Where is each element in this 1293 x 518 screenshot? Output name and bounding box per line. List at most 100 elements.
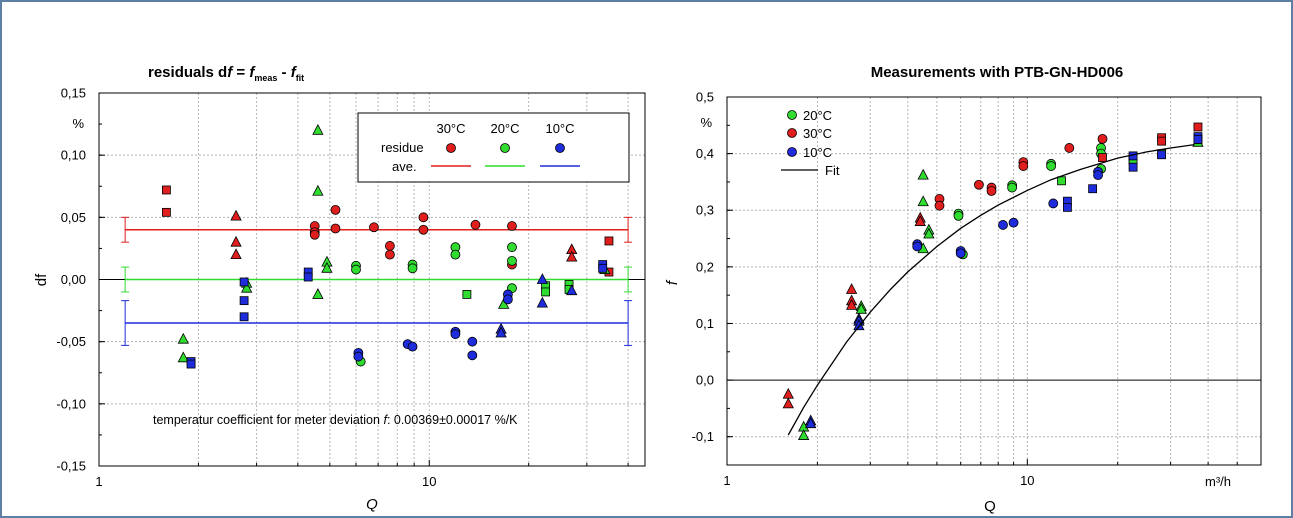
residuals-y-ticks: 0,15 0,10 0,05 0,00 -0,05 -0,10 -0,15 (56, 86, 105, 474)
residuals-title-part: residuals d (148, 64, 227, 81)
data-point-square (1057, 176, 1066, 186)
legend-10-marker (787, 147, 797, 157)
y-tick-label: -0,1 (692, 429, 714, 444)
data-point-square (598, 263, 608, 273)
measurements-y-ticks: 0,5 0,4 0,3 0,2 0,1 0,0 -0,1 (692, 90, 733, 466)
residuals-average-lines (121, 216, 633, 346)
measurements-legend: 20°C 30°C 10°C Fit (781, 108, 840, 178)
data-point-square (1063, 202, 1072, 212)
measurements-y-unit: % (700, 115, 712, 130)
x-tick-label: 1 (95, 474, 102, 489)
y-tick-label: -0,05 (56, 334, 86, 349)
data-point-square (541, 287, 550, 297)
data-point-triangle (321, 261, 333, 273)
data-point-square (462, 290, 472, 299)
measurements-points (782, 122, 1204, 440)
x-tick-label: 10 (422, 474, 436, 489)
data-point-circle (450, 329, 461, 340)
fit-curve (787, 143, 1195, 436)
legend-10-label: 10°C (803, 145, 832, 160)
data-point-square (239, 277, 249, 287)
data-point-triangle (230, 248, 242, 260)
data-point-circle (385, 249, 395, 260)
data-point-square (239, 312, 249, 322)
legend-30-marker (787, 128, 797, 138)
legend-header-20: 20°C (490, 121, 519, 136)
data-point-triangle (566, 284, 578, 296)
data-point-circle (1048, 198, 1059, 209)
data-point-circle (507, 242, 517, 253)
data-point-triangle (914, 215, 926, 226)
data-point-circle (330, 223, 341, 234)
residuals-y-label: df (33, 273, 50, 286)
measurements-x-label: Q (984, 498, 996, 515)
data-point-triangle (853, 319, 865, 331)
data-point-triangle (805, 417, 817, 429)
residuals-legend-box (357, 112, 630, 183)
data-point-triangle (845, 283, 858, 294)
data-point-circle (912, 241, 923, 252)
legend-20-label: 20°C (803, 108, 832, 123)
y-tick-label: -0,10 (56, 396, 86, 411)
data-point-triangle (312, 123, 324, 135)
legend-header-10: 10°C (545, 121, 574, 136)
data-point-circle (1007, 182, 1018, 193)
data-point-triangle (797, 429, 810, 440)
data-point-circle (507, 221, 517, 231)
residuals-x-ticks: 1 10 (95, 460, 629, 489)
y-tick-label: 0,10 (61, 148, 86, 163)
legend-header-30: 30°C (436, 121, 465, 136)
residuals-title-part: f (227, 64, 234, 81)
data-point-square (239, 296, 249, 306)
measurements-y-label: f (664, 279, 681, 285)
data-point-circle (1097, 133, 1108, 144)
y-tick-label: 0,3 (696, 203, 714, 218)
y-tick-label: 0,2 (696, 259, 714, 274)
data-point-circle (385, 241, 395, 251)
x-tick-label: 1 (723, 473, 730, 488)
data-point-circle (1008, 217, 1019, 228)
residuals-y-unit: % (72, 116, 84, 131)
data-point-triangle (917, 195, 929, 207)
y-tick-label: 0,15 (61, 86, 86, 101)
data-point-triangle (312, 184, 324, 196)
data-point-circle (934, 200, 945, 211)
legend-30-label: 30°C (803, 126, 832, 141)
legend-residue-label: residue (381, 140, 424, 155)
residuals-chart: 0,15 0,10 0,05 0,00 -0,05 -0,10 -0,15 1 10 % df… (33, 64, 646, 513)
legend-20-marker (787, 110, 797, 120)
y-tick-label: 0,00 (61, 272, 86, 287)
data-point-circle (1093, 170, 1103, 181)
y-tick-label: 0,5 (696, 90, 714, 105)
data-point-square (1128, 162, 1138, 172)
data-point-square (186, 359, 196, 369)
data-point-square (162, 185, 171, 195)
residuals-title-sub: meas (254, 73, 277, 83)
data-point-square (1193, 122, 1203, 132)
data-point-triangle (566, 250, 578, 262)
data-point-triangle (230, 235, 242, 247)
data-point-circle (351, 264, 361, 275)
data-point-triangle (782, 387, 794, 399)
data-point-triangle (536, 273, 549, 284)
measurements-title: Measurements with PTB-GN-HD006 (871, 64, 1124, 81)
data-point-triangle (782, 397, 794, 409)
data-point-circle (467, 336, 478, 347)
y-tick-label: 0,4 (696, 146, 714, 161)
data-point-circle (450, 249, 461, 260)
data-point-circle (467, 350, 478, 361)
data-point-circle (330, 204, 341, 215)
residuals-title-part: = (232, 64, 249, 81)
residuals-annotation: temperatur coefficient for meter deviati… (153, 413, 518, 427)
data-point-circle (369, 222, 379, 233)
legend-residue-20-marker (500, 143, 510, 153)
data-point-triangle (923, 227, 935, 239)
measurements-x-ticks: 1 10 (723, 459, 1238, 488)
data-point-circle (1064, 143, 1075, 153)
legend-residue-10-marker (555, 143, 565, 153)
legend-ave-label: ave. (392, 159, 417, 174)
data-point-square (162, 207, 171, 217)
residuals-title-part: - (277, 64, 290, 81)
data-point-circle (1018, 161, 1029, 171)
